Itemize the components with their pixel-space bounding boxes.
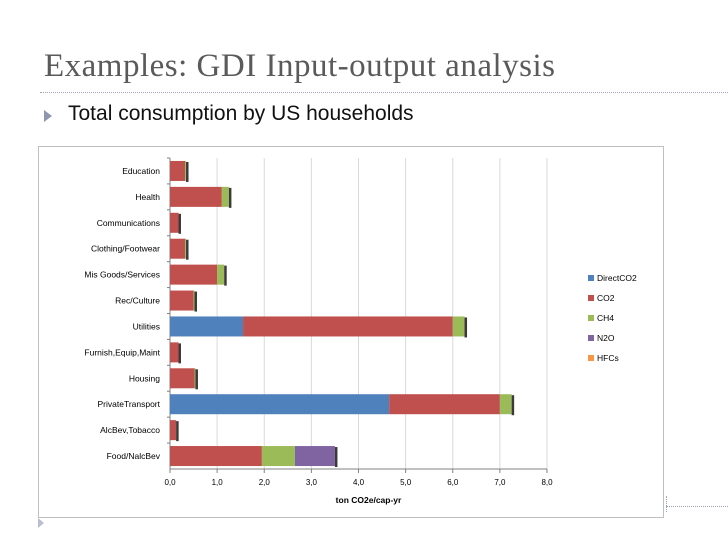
footer-divider	[666, 506, 728, 507]
bar-segment	[170, 238, 186, 259]
bar-segment	[185, 160, 187, 181]
bar-segment	[170, 316, 244, 337]
bar-end-shadow	[186, 161, 189, 182]
legend-swatch	[588, 275, 594, 281]
bar-end-shadow	[224, 265, 227, 286]
bar-segment	[170, 342, 179, 363]
bar-segment	[261, 446, 295, 467]
bar-segment	[221, 186, 229, 207]
category-label: Mis Goods/Services	[84, 270, 160, 280]
x-tick-label: 8,0	[541, 478, 553, 487]
bar-segment	[185, 238, 187, 259]
legend-label: CH4	[597, 313, 614, 323]
bar-segment	[499, 394, 512, 415]
bar-segment	[170, 212, 179, 233]
legend-label: HFCs	[597, 353, 619, 363]
x-tick-label: 6,0	[447, 478, 459, 487]
category-label: Rec/Culture	[115, 296, 160, 306]
category-label: Utilities	[133, 321, 160, 331]
bar-end-shadow	[511, 395, 515, 416]
category-label: Health	[135, 192, 160, 202]
legend-swatch	[588, 315, 594, 321]
legend-label: N2O	[597, 333, 615, 343]
category-label: Clothing/Footwear	[91, 244, 160, 254]
bar-segment	[170, 160, 186, 181]
bar-end-shadow	[178, 343, 181, 364]
bar-segment	[170, 394, 390, 415]
bar-segment	[170, 186, 222, 207]
category-label: Food/NalcBev	[107, 451, 161, 461]
bar-end-shadow	[178, 213, 181, 234]
bar-segment	[170, 264, 218, 285]
legend-swatch	[588, 335, 594, 341]
bar-segment	[193, 290, 195, 311]
category-label: PrivateTransport	[97, 399, 160, 409]
bar-segment	[217, 264, 225, 285]
legend-swatch	[588, 355, 594, 361]
bar-end-shadow	[186, 239, 189, 260]
bar-segment	[243, 316, 453, 337]
x-tick-label: 4,0	[353, 478, 365, 487]
x-tick-label: 3,0	[306, 478, 318, 487]
bar-end-shadow	[464, 317, 468, 338]
footer-divider-vertical	[666, 496, 667, 512]
x-tick-label: 5,0	[400, 478, 412, 487]
emissions-bar-chart: 0,0 1,0 2,0 3,0 4,0 5,0 6,0 7,0 8,0 Education Heal…	[84, 157, 637, 505]
x-tick-label: 0,0	[164, 478, 176, 487]
bar-end-shadow	[228, 187, 232, 208]
bullet-text: Total consumption by US households	[68, 102, 414, 125]
category-label: AlcBev,Tobacco	[100, 425, 160, 435]
bar-segment	[170, 290, 194, 311]
x-axis-title: ton CO2e/cap-yr	[336, 495, 402, 505]
slide-title: Examples: GDI Input-output analysis	[44, 48, 556, 84]
bar-end-shadow	[195, 369, 198, 390]
category-label: Furnish,Equip,Maint	[84, 347, 160, 357]
category-label: Communications	[97, 218, 160, 228]
bar-segment	[170, 420, 177, 441]
bar-segment	[194, 368, 196, 389]
bar-segment	[294, 446, 335, 467]
x-tick-label: 2,0	[259, 478, 271, 487]
bar-end-shadow	[334, 447, 338, 468]
title-divider	[40, 92, 728, 93]
bar-end-shadow	[176, 421, 179, 442]
x-tick-label: 1,0	[212, 478, 224, 487]
category-label: Housing	[129, 373, 160, 383]
legend-label: CO2	[597, 293, 615, 303]
category-label: Education	[122, 166, 160, 176]
legend-swatch	[588, 295, 594, 301]
legend-label: DirectCO2	[597, 273, 637, 283]
corner-arrow-icon	[38, 518, 44, 528]
bar-end-shadow	[194, 291, 198, 312]
bar-segment	[170, 368, 195, 389]
bar-segment	[170, 446, 262, 467]
bullet-arrow-icon	[44, 110, 52, 122]
x-tick-label: 7,0	[494, 478, 506, 487]
bar-segment	[452, 316, 465, 337]
bar-segment	[389, 394, 500, 415]
